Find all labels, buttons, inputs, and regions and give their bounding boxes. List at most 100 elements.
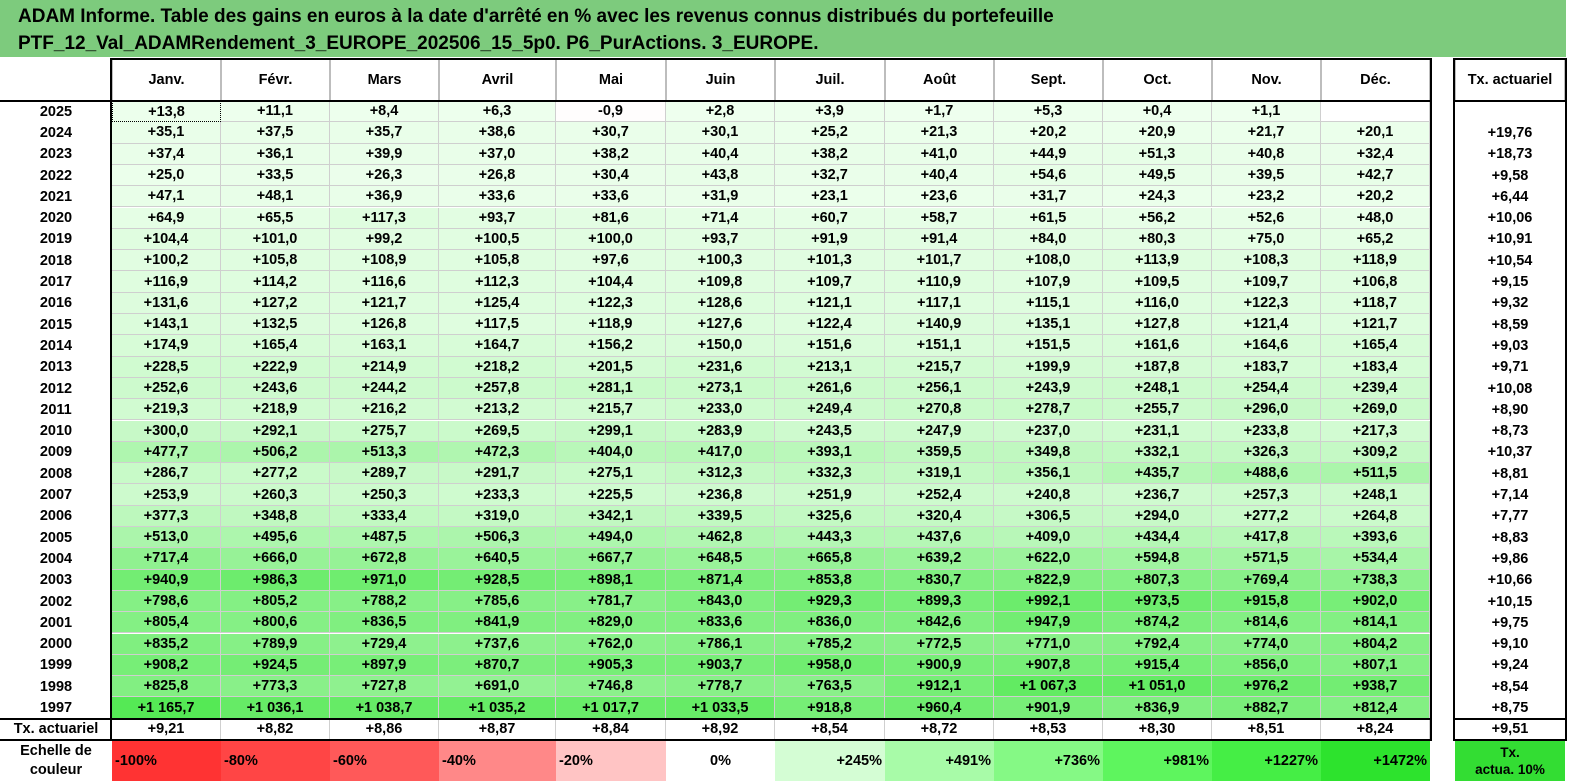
gain-cell: +93,7 xyxy=(666,228,775,251)
gain-cell: +763,5 xyxy=(775,676,885,698)
gain-cell: +54,6 xyxy=(994,164,1103,187)
gain-cell: +281,1 xyxy=(556,377,666,400)
gain-cell: +21,3 xyxy=(885,122,994,144)
gain-cell: +126,8 xyxy=(330,314,439,336)
gain-cell: +356,1 xyxy=(994,463,1103,485)
gain-cell: +118,9 xyxy=(556,314,666,336)
gain-cell: +762,0 xyxy=(556,633,666,655)
gain-cell: +174,9 xyxy=(112,335,221,357)
gain-cell: +252,4 xyxy=(885,484,994,506)
tx-actuariel-row-label: Tx. actuariel xyxy=(13,721,99,738)
gain-cell: +140,9 xyxy=(885,314,994,336)
gain-cell: +161,6 xyxy=(1103,335,1212,357)
gain-cell: +125,4 xyxy=(439,292,556,314)
gain-cell: +131,6 xyxy=(112,292,221,314)
gain-cell: +261,6 xyxy=(775,377,885,400)
gain-cell: +3,9 xyxy=(775,101,885,123)
gain-cell: +829,0 xyxy=(556,612,666,634)
gain-cell: +250,3 xyxy=(330,484,439,506)
tx-row-separator-tx xyxy=(1453,717,1567,720)
gain-cell: +23,1 xyxy=(775,186,885,208)
gain-cell: +648,5 xyxy=(666,548,775,570)
gain-cell: +393,1 xyxy=(775,441,885,464)
gain-cell: +1 038,7 xyxy=(330,697,439,719)
gain-cell: +56,2 xyxy=(1103,207,1212,229)
gain-cell: +393,6 xyxy=(1321,527,1430,549)
gain-cell: +58,7 xyxy=(885,207,994,229)
gain-cell: +109,5 xyxy=(1103,271,1212,293)
year-label: 2001 xyxy=(39,614,73,631)
gain-cell: +36,9 xyxy=(330,186,439,208)
tx-actuariel-total: +9,51 xyxy=(1491,721,1529,738)
gain-cell: +121,4 xyxy=(1212,314,1321,336)
year-label: 2015 xyxy=(39,316,73,333)
month-header: Déc. xyxy=(1321,59,1430,101)
gain-cell: +25,0 xyxy=(112,164,221,187)
gain-cell: +918,8 xyxy=(775,697,885,719)
gain-cell: +319,0 xyxy=(439,505,556,527)
year-label: 1998 xyxy=(39,678,73,695)
month-header: Avril xyxy=(439,59,556,101)
gain-cell: +49,5 xyxy=(1103,164,1212,187)
gain-cell: +594,8 xyxy=(1103,548,1212,570)
gain-cell: +513,0 xyxy=(112,527,221,549)
gain-cell: +40,8 xyxy=(1212,143,1321,165)
gain-cell: +101,7 xyxy=(885,250,994,272)
tx-actuariel-cell: +10,06 xyxy=(1487,210,1533,227)
gain-cell: +23,6 xyxy=(885,186,994,208)
gain-cell: +135,1 xyxy=(994,314,1103,336)
gain-cell: +737,6 xyxy=(439,633,556,655)
gain-cell: +164,7 xyxy=(439,335,556,357)
tx-actuariel-cell: +6,44 xyxy=(1491,188,1529,205)
year-label: 2023 xyxy=(39,146,73,163)
gain-cell: +286,7 xyxy=(112,463,221,485)
gain-cell: +256,1 xyxy=(885,377,994,400)
gain-cell: +219,3 xyxy=(112,399,221,421)
gain-cell: +215,7 xyxy=(885,356,994,378)
gain-cell: +1,1 xyxy=(1212,101,1321,123)
year-label: 2020 xyxy=(39,210,73,227)
gain-cell: +40,4 xyxy=(666,143,775,165)
gain-cell: +339,5 xyxy=(666,505,775,527)
gain-cell: +71,4 xyxy=(666,207,775,229)
gain-cell: +127,2 xyxy=(221,292,330,314)
color-scale-label: Echelle de couleur xyxy=(20,742,92,778)
gain-cell: +264,8 xyxy=(1321,505,1430,527)
gain-cell: +804,2 xyxy=(1321,633,1430,655)
gain-cell: +814,6 xyxy=(1212,612,1321,634)
gain-cell: +222,9 xyxy=(221,356,330,378)
gain-cell: +38,2 xyxy=(775,143,885,165)
gain-cell: +30,1 xyxy=(666,122,775,144)
gain-cell: +37,4 xyxy=(112,143,221,165)
gain-cell: +807,1 xyxy=(1321,654,1430,677)
gain-cell: +233,0 xyxy=(666,399,775,421)
gain-cell: +534,4 xyxy=(1321,548,1430,570)
gain-cell: +805,4 xyxy=(112,612,221,634)
gain-cell: +2,8 xyxy=(666,101,775,123)
gain-cell: +117,5 xyxy=(439,314,556,336)
gain-cell: +108,0 xyxy=(994,250,1103,272)
gain-cell: +807,3 xyxy=(1103,569,1212,591)
gain-cell: +187,8 xyxy=(1103,356,1212,378)
gain-cell: +48,0 xyxy=(1321,207,1430,229)
gain-cell: +122,3 xyxy=(556,292,666,314)
year-label: 2017 xyxy=(39,274,73,291)
gain-cell: +0,4 xyxy=(1103,101,1212,123)
tx-actuariel-month-cell: +8,87 xyxy=(439,718,556,740)
gain-cell: +214,9 xyxy=(330,356,439,378)
gain-cell: +409,0 xyxy=(994,527,1103,549)
gain-cell: +488,6 xyxy=(1212,463,1321,485)
gain-cell: +26,8 xyxy=(439,164,556,187)
gain-cell: +843,0 xyxy=(666,590,775,613)
gain-cell: +244,2 xyxy=(330,377,439,400)
year-label: 2013 xyxy=(39,359,73,376)
gain-cell: +898,1 xyxy=(556,569,666,591)
gain-cell: +233,3 xyxy=(439,484,556,506)
gain-cell: +65,2 xyxy=(1321,228,1430,251)
gain-cell: +44,9 xyxy=(994,143,1103,165)
gain-cell: +342,1 xyxy=(556,505,666,527)
gain-cell: +257,8 xyxy=(439,377,556,400)
gain-cell: +938,7 xyxy=(1321,676,1430,698)
year-label: 2011 xyxy=(40,401,72,418)
